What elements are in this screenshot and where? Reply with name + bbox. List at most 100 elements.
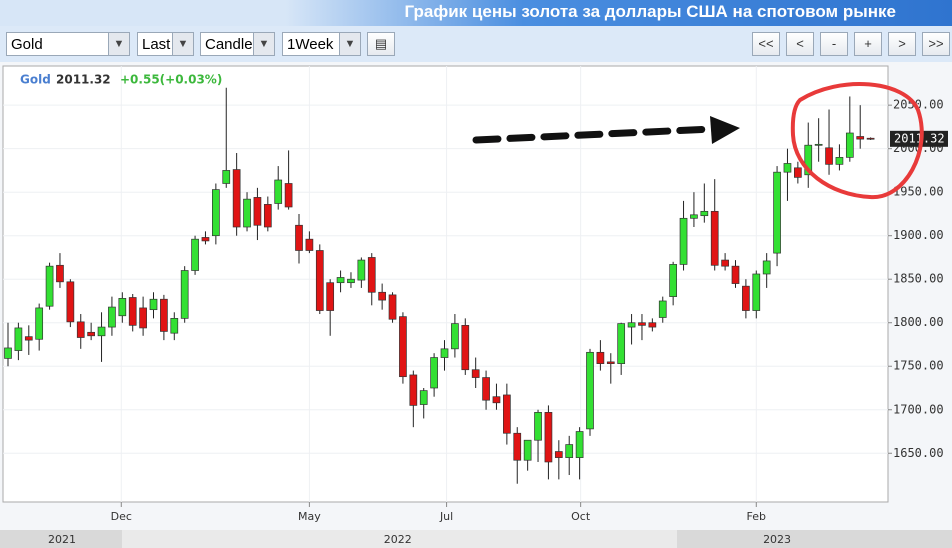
page-title: График цены золота за доллары США на спо… — [404, 2, 896, 21]
candle-body — [513, 432, 522, 461]
candle-body — [180, 270, 189, 319]
candle-body — [534, 412, 542, 441]
y-tick-label: 1850.00 — [893, 272, 944, 286]
candle-body — [794, 167, 802, 178]
legend-name: Gold — [20, 73, 51, 87]
candle-body — [752, 273, 761, 311]
candle-body — [87, 331, 95, 337]
y-tick-label: 1700.00 — [893, 402, 944, 416]
candle-body — [544, 412, 553, 463]
candle-body — [367, 257, 376, 293]
dropdown-arrow: ▼ — [108, 33, 129, 55]
candle-body — [139, 307, 147, 329]
candle-body — [523, 439, 532, 461]
candle-body — [4, 347, 12, 359]
table-button[interactable]: ▤ — [367, 32, 395, 56]
candle-body — [596, 351, 605, 364]
dropdown-arrow: ▼ — [253, 33, 274, 55]
candle-body — [804, 144, 813, 176]
candle-body — [700, 210, 709, 217]
candle-body — [347, 278, 355, 284]
candle-body — [554, 451, 563, 458]
y-tick-label: 1650.00 — [893, 446, 944, 460]
candle-body — [66, 281, 75, 323]
candle-body — [295, 224, 303, 251]
candle-body — [461, 324, 470, 371]
candle-body — [170, 318, 179, 334]
period-select[interactable]: 1Week ▼ — [282, 32, 361, 56]
y-tick-label: 1900.00 — [893, 228, 944, 242]
candle-body — [128, 297, 137, 326]
nav-button[interactable]: >> — [922, 32, 950, 56]
nav-button[interactable]: + — [854, 32, 882, 56]
candle-body — [253, 197, 262, 226]
candle-body — [378, 291, 386, 301]
candle-body — [45, 265, 54, 307]
candle-body — [679, 217, 688, 265]
candle-body — [451, 323, 459, 350]
y-tick-label: 1950.00 — [893, 185, 944, 199]
nav-button[interactable]: << — [752, 32, 780, 56]
select-text: Last — [142, 36, 171, 53]
candle-body — [232, 169, 241, 228]
annotation-arrow — [472, 125, 716, 144]
candle-body — [305, 238, 314, 251]
price-select[interactable]: Last ▼ — [137, 32, 194, 56]
candle-body — [471, 369, 480, 378]
candle-body — [149, 298, 158, 311]
nav-button[interactable]: < — [786, 32, 814, 56]
candle-body — [586, 351, 594, 430]
candle-body — [201, 237, 210, 242]
nav-button[interactable]: - — [820, 32, 848, 56]
nav-button[interactable]: > — [888, 32, 916, 56]
candle-body — [742, 285, 750, 311]
candle-body — [440, 348, 449, 358]
year-band — [0, 530, 122, 548]
candle-body — [783, 163, 792, 173]
candle-body — [274, 179, 283, 204]
toolbar: Gold ▼ Last ▼ Candle ▼ 1Week ▼ ▤ << < - + > … — [0, 26, 952, 62]
candle-body — [492, 396, 501, 404]
candle-body — [35, 307, 44, 340]
candle-body — [825, 147, 833, 165]
header: График цены золота за доллары США на спо… — [0, 0, 952, 26]
select-text: Gold — [11, 36, 43, 53]
candle-body — [503, 394, 511, 434]
last-price-box — [890, 130, 948, 147]
candle-body — [160, 298, 168, 332]
candle-body — [97, 326, 106, 337]
candle-body — [773, 171, 781, 254]
last-price-label: 2011.32 — [894, 131, 945, 145]
dropdown-arrow: ▼ — [339, 33, 360, 55]
candle-body — [336, 277, 345, 284]
candle-body — [56, 264, 64, 283]
type-select[interactable]: Candle ▼ — [200, 32, 275, 56]
select-text: 1Week — [287, 36, 334, 53]
y-tick-label: 1800.00 — [893, 315, 944, 329]
year-band — [677, 530, 952, 548]
candle-body — [108, 306, 116, 328]
x-tick-label: Feb — [747, 510, 766, 523]
legend-last: 2011.32 — [56, 73, 111, 87]
plot-area — [2, 65, 889, 503]
x-tick-label: Dec — [111, 510, 132, 523]
candle-body — [606, 361, 615, 364]
candle-body — [658, 300, 667, 318]
candle-body — [388, 294, 397, 320]
symbol-select[interactable]: Gold ▼ — [6, 32, 130, 56]
candle-body — [721, 259, 729, 267]
candle-body — [565, 444, 574, 458]
candle-body — [118, 298, 127, 317]
year-label: 2022 — [384, 533, 412, 546]
candle-body — [222, 170, 231, 184]
candle-body — [710, 210, 719, 266]
x-tick-label: Jul — [439, 510, 453, 523]
candle-body — [191, 238, 199, 271]
candle-body — [315, 250, 324, 311]
legend-change: +0.55(+0.03%) — [120, 73, 222, 87]
x-tick-label: May — [298, 510, 321, 523]
candle-body — [14, 327, 23, 351]
candle-body — [409, 374, 418, 406]
arrow-head — [710, 116, 740, 144]
